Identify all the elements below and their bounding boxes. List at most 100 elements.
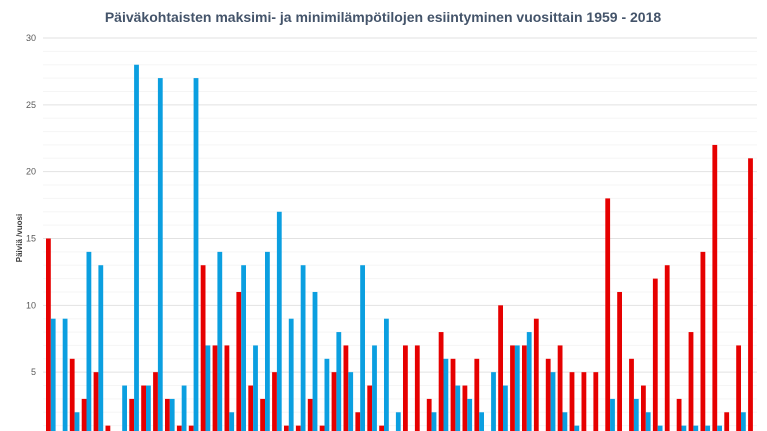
bar-blue-1991 bbox=[431, 412, 437, 431]
bar-red-2004 bbox=[581, 372, 587, 431]
bar-red-1986 bbox=[367, 385, 373, 431]
bar-red-2006 bbox=[605, 198, 611, 431]
bar-red-1985 bbox=[355, 412, 361, 431]
bar-blue-1960 bbox=[62, 318, 68, 431]
bar-red-1995 bbox=[474, 358, 480, 431]
bar-blue-1977 bbox=[265, 251, 270, 431]
bar-blue-1967 bbox=[146, 385, 151, 431]
bar-blue-2012 bbox=[681, 425, 687, 431]
bar-blue-1984 bbox=[348, 372, 354, 431]
bar-red-2000 bbox=[533, 318, 539, 431]
bar-blue-2009 bbox=[645, 412, 651, 431]
bar-blue-2002 bbox=[562, 412, 568, 431]
y-tick-label: 30 bbox=[26, 33, 36, 43]
bar-blue-2010 bbox=[657, 425, 663, 431]
bar-red-1984 bbox=[343, 345, 349, 431]
bar-blue-1969 bbox=[169, 398, 175, 431]
bar-blue-1998 bbox=[514, 345, 520, 431]
bar-blue-1963 bbox=[98, 265, 104, 431]
bar-blue-1988 bbox=[395, 412, 401, 431]
bar-red-1979 bbox=[284, 425, 289, 431]
bar-blue-1965 bbox=[122, 385, 127, 431]
bar-blue-2006 bbox=[610, 398, 615, 431]
bar-blue-2015 bbox=[717, 425, 722, 431]
bar-red-2011 bbox=[664, 265, 670, 431]
bar-red-1998 bbox=[510, 345, 515, 431]
bar-blue-1995 bbox=[479, 412, 484, 431]
bar-red-1983 bbox=[331, 372, 337, 431]
bar-blue-1999 bbox=[526, 332, 532, 431]
bar-red-2018 bbox=[748, 158, 753, 431]
bar-red-2001 bbox=[545, 358, 551, 431]
bar-red-1981 bbox=[307, 398, 313, 431]
y-tick-label: 25 bbox=[26, 100, 36, 110]
y-tick-label: 15 bbox=[26, 234, 36, 244]
bar-blue-1970 bbox=[181, 385, 187, 431]
bar-blue-1981 bbox=[312, 291, 318, 431]
bar-red-2002 bbox=[557, 345, 563, 431]
bar-red-1966 bbox=[129, 398, 135, 431]
bar-red-2008 bbox=[629, 358, 634, 431]
bar-blue-1994 bbox=[467, 398, 473, 431]
bar-blue-1992 bbox=[443, 358, 449, 431]
bar-blue-2003 bbox=[574, 425, 580, 431]
bar-blue-1966 bbox=[134, 64, 139, 431]
bar-blue-1975 bbox=[241, 265, 246, 431]
bar-blue-1968 bbox=[157, 78, 163, 431]
bar-blue-2008 bbox=[633, 398, 639, 431]
bar-blue-1962 bbox=[86, 251, 92, 431]
bar-blue-1973 bbox=[217, 251, 223, 431]
bar-red-1969 bbox=[165, 398, 170, 431]
bar-blue-1987 bbox=[384, 318, 389, 431]
bar-red-1997 bbox=[498, 305, 503, 431]
bar-red-1999 bbox=[522, 345, 527, 431]
bar-red-1989 bbox=[403, 345, 408, 431]
bar-blue-1997 bbox=[503, 385, 508, 431]
bar-red-1990 bbox=[414, 345, 420, 431]
bar-red-2003 bbox=[569, 372, 575, 431]
bar-red-1975 bbox=[236, 291, 242, 431]
bars bbox=[46, 64, 753, 431]
bar-blue-1985 bbox=[360, 265, 365, 431]
bar-red-1982 bbox=[319, 425, 325, 431]
bar-blue-1993 bbox=[455, 385, 461, 431]
bar-red-1961 bbox=[69, 358, 75, 431]
bar-red-1968 bbox=[153, 372, 158, 431]
bar-red-2014 bbox=[700, 251, 706, 431]
bar-red-1980 bbox=[295, 425, 301, 431]
bar-blue-2017 bbox=[741, 412, 746, 431]
bar-red-1967 bbox=[141, 385, 146, 431]
bar-red-1963 bbox=[93, 372, 99, 431]
y-tick-label: 20 bbox=[26, 167, 36, 177]
bar-blue-2001 bbox=[550, 372, 556, 431]
chart-title: Päiväkohtaisten maksimi- ja minimilämpöt… bbox=[105, 9, 662, 25]
bar-blue-1996 bbox=[491, 372, 496, 431]
y-tick-label: 10 bbox=[26, 300, 36, 310]
bar-red-1971 bbox=[188, 425, 194, 431]
bar-red-2016 bbox=[724, 412, 730, 431]
bar-red-1959 bbox=[46, 238, 51, 431]
bar-red-1972 bbox=[200, 265, 206, 431]
bar-red-1993 bbox=[450, 358, 456, 431]
bar-red-2010 bbox=[652, 278, 658, 431]
bar-blue-1974 bbox=[229, 412, 235, 431]
bar-blue-2014 bbox=[705, 425, 711, 431]
bar-blue-1971 bbox=[193, 78, 199, 431]
bar-blue-1980 bbox=[300, 265, 306, 431]
bar-red-1978 bbox=[272, 372, 277, 431]
bar-red-1994 bbox=[462, 385, 468, 431]
bar-red-1992 bbox=[438, 332, 444, 431]
bar-blue-1961 bbox=[74, 412, 80, 431]
bar-red-1977 bbox=[260, 398, 265, 431]
bar-red-1973 bbox=[212, 345, 218, 431]
bar-blue-1959 bbox=[50, 318, 56, 431]
bar-red-1987 bbox=[379, 425, 384, 431]
bar-red-2012 bbox=[676, 398, 682, 431]
y-tick-label: 5 bbox=[31, 367, 36, 377]
y-axis-ticks: 5 10 15 20 25 30 bbox=[26, 33, 36, 377]
bar-red-1974 bbox=[224, 345, 230, 431]
bar-red-2013 bbox=[688, 332, 694, 431]
bar-red-2005 bbox=[593, 372, 599, 431]
bar-blue-1982 bbox=[324, 358, 330, 431]
